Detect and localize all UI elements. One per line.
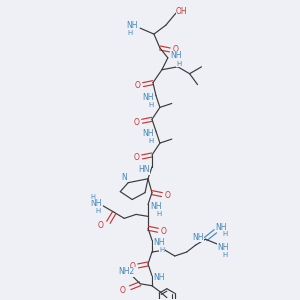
Text: NH: NH: [192, 233, 203, 242]
Text: NH: NH: [216, 223, 227, 232]
Text: O: O: [98, 221, 103, 230]
Text: H: H: [90, 194, 95, 200]
Text: O: O: [133, 153, 139, 162]
Text: H: H: [148, 138, 154, 144]
Text: NH: NH: [150, 202, 162, 211]
Text: H: H: [176, 61, 182, 67]
Text: H: H: [156, 212, 161, 218]
Text: O: O: [134, 81, 140, 90]
Text: O: O: [173, 45, 179, 54]
Text: O: O: [161, 227, 167, 236]
Text: NH: NH: [142, 129, 154, 138]
Text: H: H: [148, 102, 154, 108]
Text: O: O: [133, 118, 139, 127]
Text: H: H: [223, 231, 228, 237]
Text: H: H: [128, 30, 133, 36]
Text: H: H: [96, 208, 101, 214]
Text: NH: NH: [153, 273, 165, 282]
Text: N: N: [122, 173, 127, 182]
Text: OH: OH: [176, 7, 188, 16]
Text: HN: HN: [138, 165, 150, 174]
Text: NH: NH: [170, 51, 182, 60]
Text: NH: NH: [218, 243, 229, 252]
Text: H: H: [159, 247, 164, 253]
Text: O: O: [129, 262, 135, 272]
Text: H: H: [223, 252, 228, 258]
Text: NH2: NH2: [118, 267, 134, 276]
Text: NH: NH: [126, 21, 138, 30]
Text: NH: NH: [142, 93, 154, 102]
Text: NH: NH: [91, 199, 102, 208]
Text: O: O: [119, 286, 125, 295]
Text: O: O: [165, 191, 171, 200]
Text: NH: NH: [153, 238, 165, 247]
